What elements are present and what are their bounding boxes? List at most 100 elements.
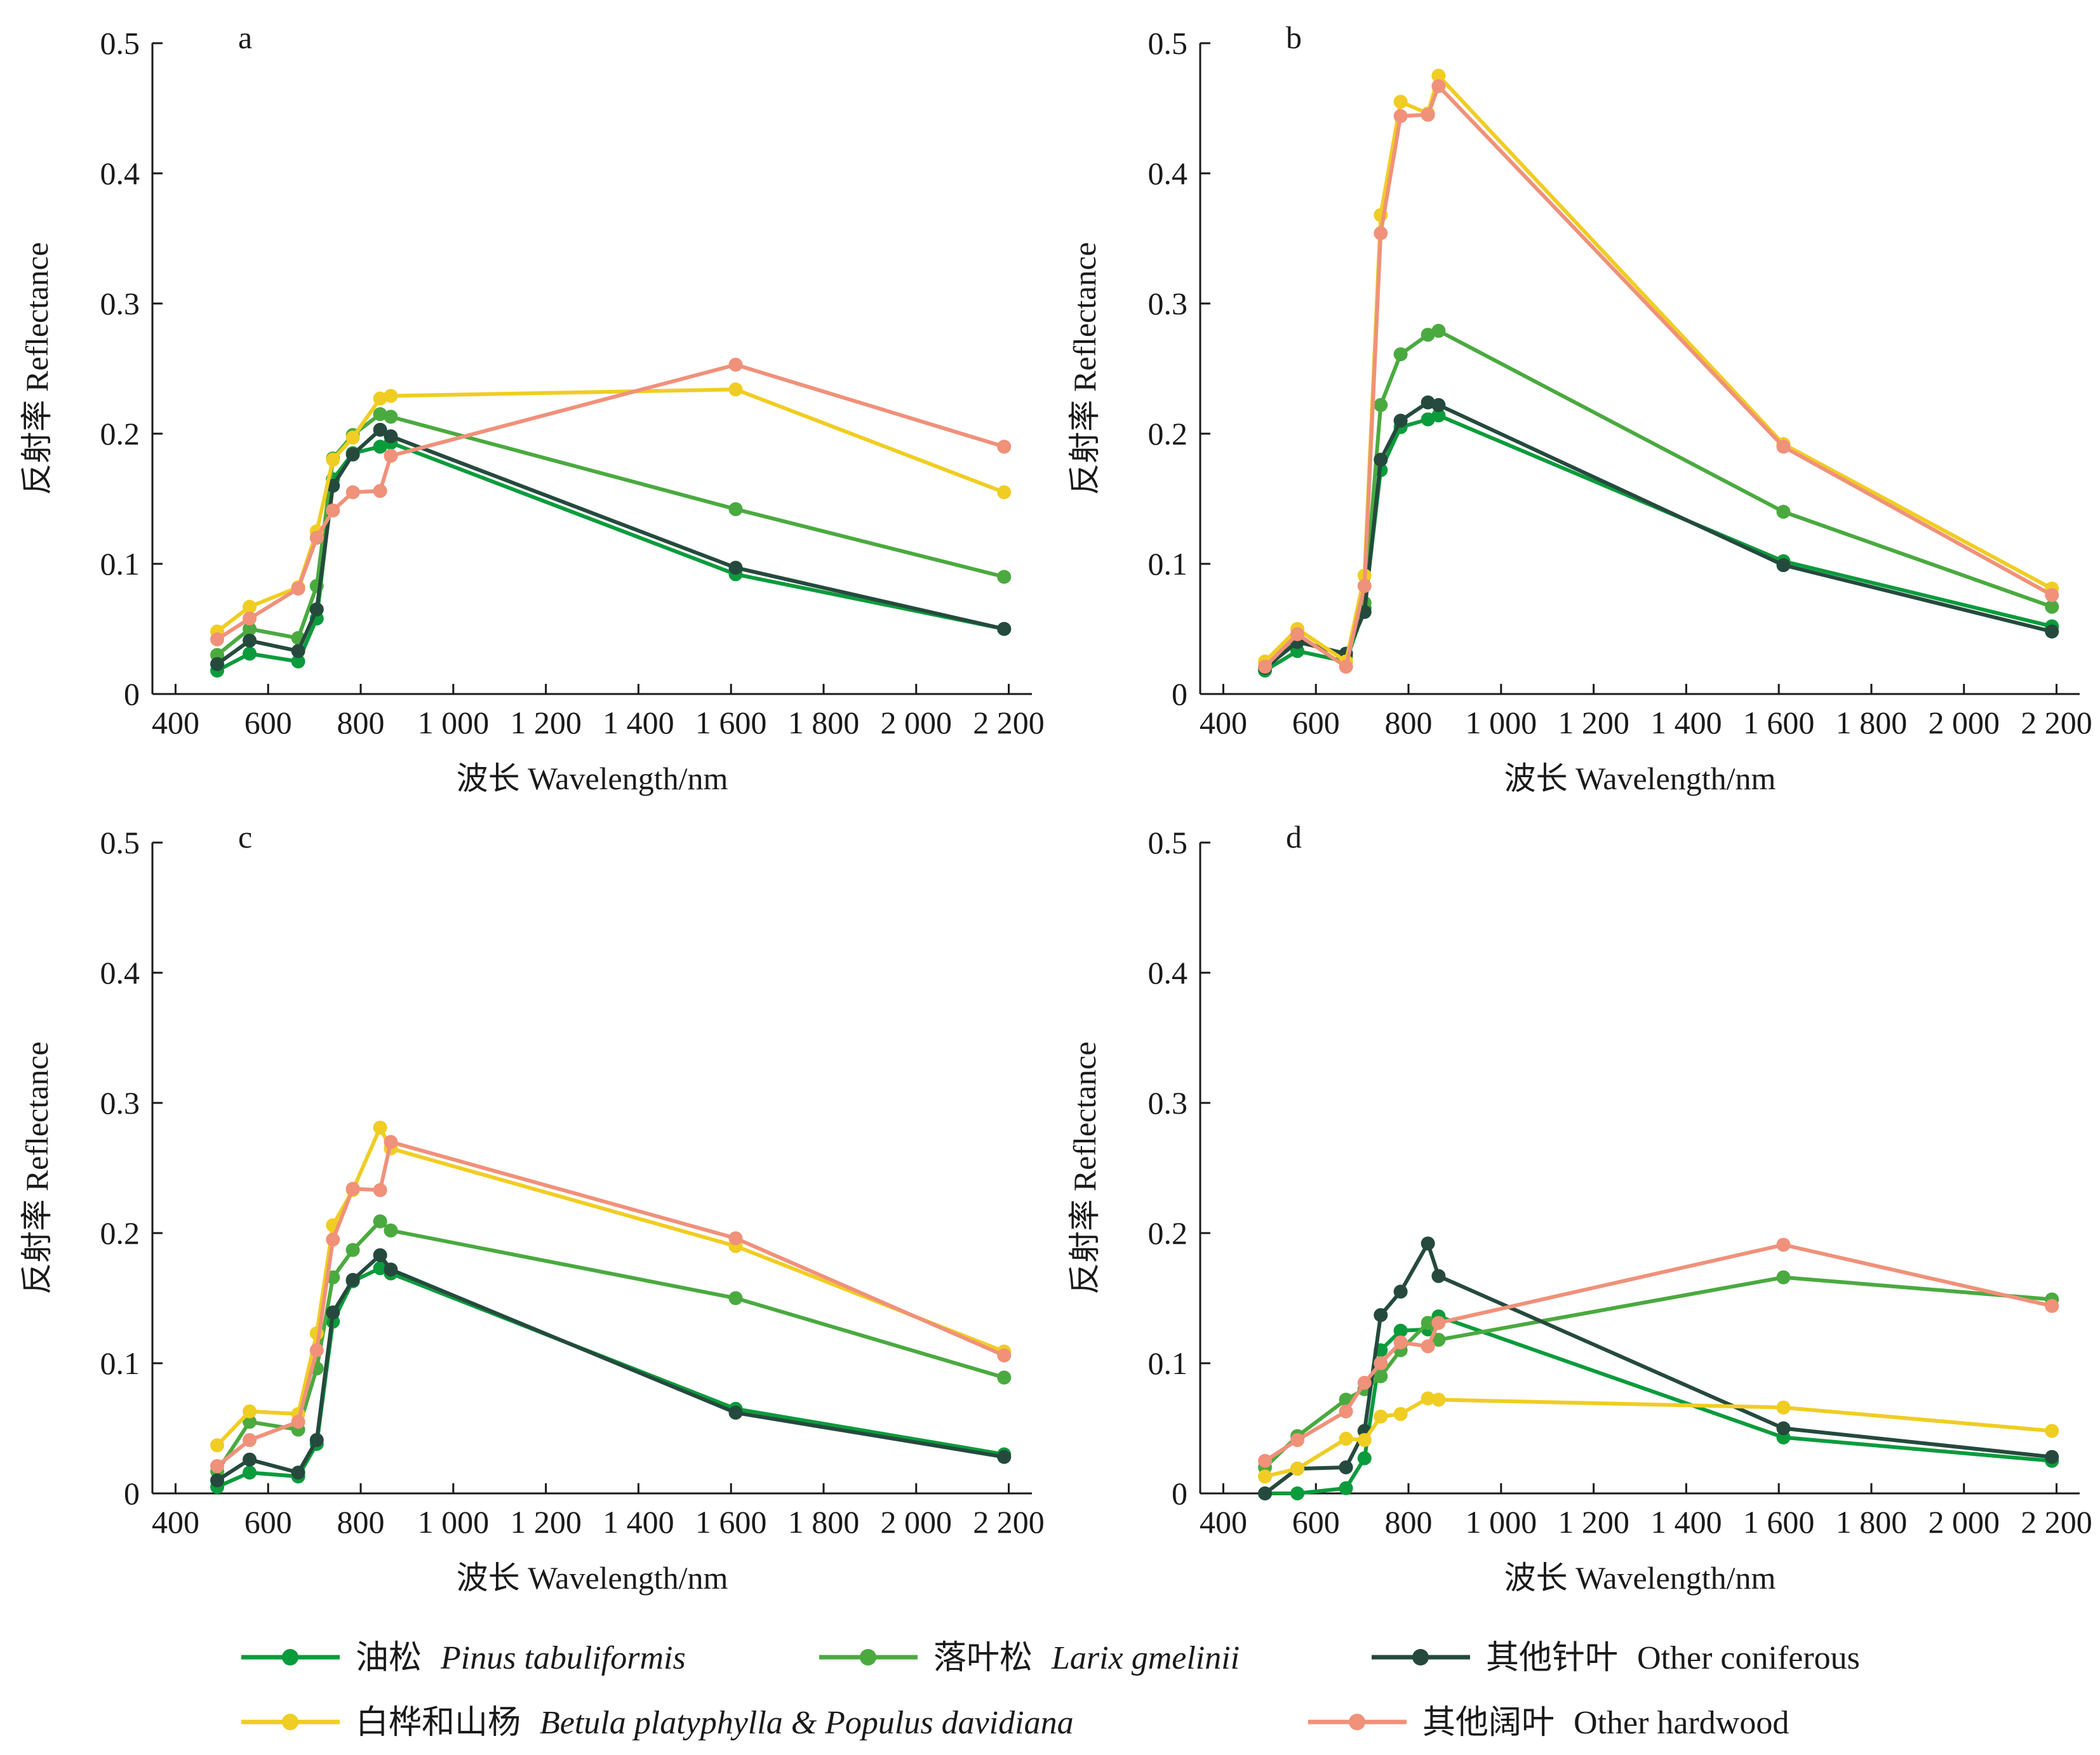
x-tick-label: 2 000 bbox=[1929, 1504, 2000, 1540]
series-2 bbox=[1258, 395, 2059, 675]
series-line bbox=[1264, 329, 2053, 670]
data-point bbox=[997, 1450, 1012, 1464]
data-point bbox=[243, 633, 257, 648]
data-point bbox=[210, 1458, 225, 1473]
data-point bbox=[373, 422, 387, 437]
panel-label: b bbox=[1286, 20, 1302, 55]
legend-label: 油松 Pinus tabuliformis bbox=[356, 1640, 686, 1676]
y-axis-title: 反射率 Reflectance bbox=[19, 242, 55, 495]
data-point bbox=[326, 1232, 340, 1247]
series-3 bbox=[1258, 1391, 2059, 1484]
series-line bbox=[215, 1125, 1005, 1447]
data-point bbox=[384, 410, 398, 424]
x-tick-label: 400 bbox=[152, 1504, 199, 1540]
legend-label: 其他阔叶 Other hardwood bbox=[1422, 1705, 1789, 1741]
data-point bbox=[243, 646, 257, 661]
series-line bbox=[1264, 413, 2053, 672]
legend-label: 落叶松 Larix gmelinii bbox=[933, 1640, 1240, 1676]
data-point bbox=[243, 1432, 257, 1447]
data-point bbox=[1776, 1400, 1791, 1415]
x-tick-label: 800 bbox=[337, 705, 385, 740]
data-point bbox=[997, 622, 1012, 636]
x-tick-label: 1 000 bbox=[418, 705, 490, 740]
data-point bbox=[326, 503, 340, 517]
y-tick-label: 0.3 bbox=[100, 1085, 140, 1121]
data-point bbox=[997, 1370, 1012, 1385]
data-point bbox=[210, 1438, 225, 1453]
data-point bbox=[1421, 1339, 1435, 1354]
x-axis-title: 波长 Wavelength/nm bbox=[1504, 761, 1776, 796]
data-point bbox=[373, 407, 387, 422]
data-point bbox=[345, 1272, 360, 1287]
series-line bbox=[1263, 74, 2053, 664]
data-point bbox=[1776, 1270, 1791, 1285]
data-point bbox=[373, 1214, 387, 1229]
series-line bbox=[216, 427, 1005, 666]
data-point bbox=[1339, 659, 1353, 674]
data-point bbox=[997, 439, 1012, 454]
data-point bbox=[1290, 1432, 1305, 1447]
data-point bbox=[373, 439, 387, 454]
legend-label-cn: 落叶松 bbox=[933, 1640, 1033, 1676]
x-tick-label: 1 200 bbox=[1558, 1504, 1629, 1540]
legend-item: 其他针叶 Other coniferous bbox=[1372, 1640, 1860, 1676]
panel-label: c bbox=[238, 819, 252, 855]
data-point bbox=[291, 1465, 305, 1480]
series-line bbox=[216, 441, 1005, 672]
y-tick-label: 0.5 bbox=[1148, 825, 1188, 860]
y-tick-label: 0.4 bbox=[1148, 955, 1188, 991]
series-line bbox=[1264, 1241, 2052, 1495]
y-tick-label: 0.2 bbox=[1148, 416, 1188, 451]
data-point bbox=[1290, 1462, 1305, 1476]
data-point bbox=[1421, 1316, 1435, 1330]
series-4 bbox=[1258, 1238, 2059, 1468]
data-point bbox=[345, 485, 360, 500]
legend-label-latin: Other hardwood bbox=[1574, 1705, 1789, 1741]
x-tick-label: 1 400 bbox=[1650, 1504, 1722, 1540]
data-point bbox=[309, 1343, 324, 1358]
data-point bbox=[373, 391, 387, 406]
data-point bbox=[384, 389, 398, 403]
data-point bbox=[728, 561, 743, 575]
series-line bbox=[216, 412, 1005, 657]
legend-label-cn: 白桦和山杨 bbox=[356, 1705, 521, 1741]
data-point bbox=[997, 485, 1012, 500]
legend-label-cn: 其他针叶 bbox=[1486, 1640, 1618, 1676]
data-point bbox=[1421, 107, 1435, 122]
y-tick-label: 0.3 bbox=[1148, 286, 1188, 321]
data-point bbox=[373, 1183, 387, 1198]
data-point bbox=[1431, 1269, 1446, 1283]
y-tick-label: 0.5 bbox=[100, 825, 140, 860]
data-point bbox=[1431, 324, 1446, 338]
data-point bbox=[291, 581, 305, 596]
x-tick-label: 400 bbox=[1200, 705, 1247, 740]
x-tick-label: 2 000 bbox=[1929, 705, 2000, 740]
y-tick-label: 0.3 bbox=[100, 286, 140, 321]
data-point bbox=[1339, 1481, 1353, 1495]
x-tick-label: 600 bbox=[244, 705, 292, 740]
y-axis-title: 反射率 Reflectance bbox=[1067, 1041, 1102, 1294]
data-point bbox=[345, 1243, 360, 1257]
data-point bbox=[1393, 1285, 1408, 1299]
data-point bbox=[1357, 1432, 1372, 1447]
legend-label-latin: Larix gmelinii bbox=[1051, 1640, 1240, 1676]
legend: 油松 Pinus tabuliformis 落叶松 Larix gmelinii 其他针… bbox=[241, 1640, 1860, 1741]
x-tick-label: 400 bbox=[152, 705, 199, 740]
x-tick-label: 800 bbox=[1385, 705, 1433, 740]
series-3 bbox=[1258, 69, 2059, 669]
data-point bbox=[243, 611, 257, 626]
data-point bbox=[2045, 1450, 2059, 1464]
data-point bbox=[1393, 347, 1408, 361]
x-tick-label: 2 000 bbox=[881, 705, 953, 740]
legend-item: 落叶松 Larix gmelinii bbox=[819, 1640, 1240, 1676]
legend-label: 白桦和山杨 Betula platyphylla & Populus davidi… bbox=[356, 1705, 1074, 1741]
x-tick-label: 1 600 bbox=[1743, 705, 1815, 740]
x-tick-label: 1 200 bbox=[510, 705, 582, 740]
x-tick-label: 1 400 bbox=[603, 1504, 674, 1540]
legend-swatch-marker bbox=[282, 1649, 298, 1665]
data-point bbox=[1431, 69, 1446, 83]
data-point bbox=[384, 1262, 398, 1277]
data-point bbox=[1258, 1469, 1273, 1484]
y-tick-label: 0.5 bbox=[100, 25, 140, 61]
y-tick-label: 0.1 bbox=[1148, 1345, 1188, 1381]
